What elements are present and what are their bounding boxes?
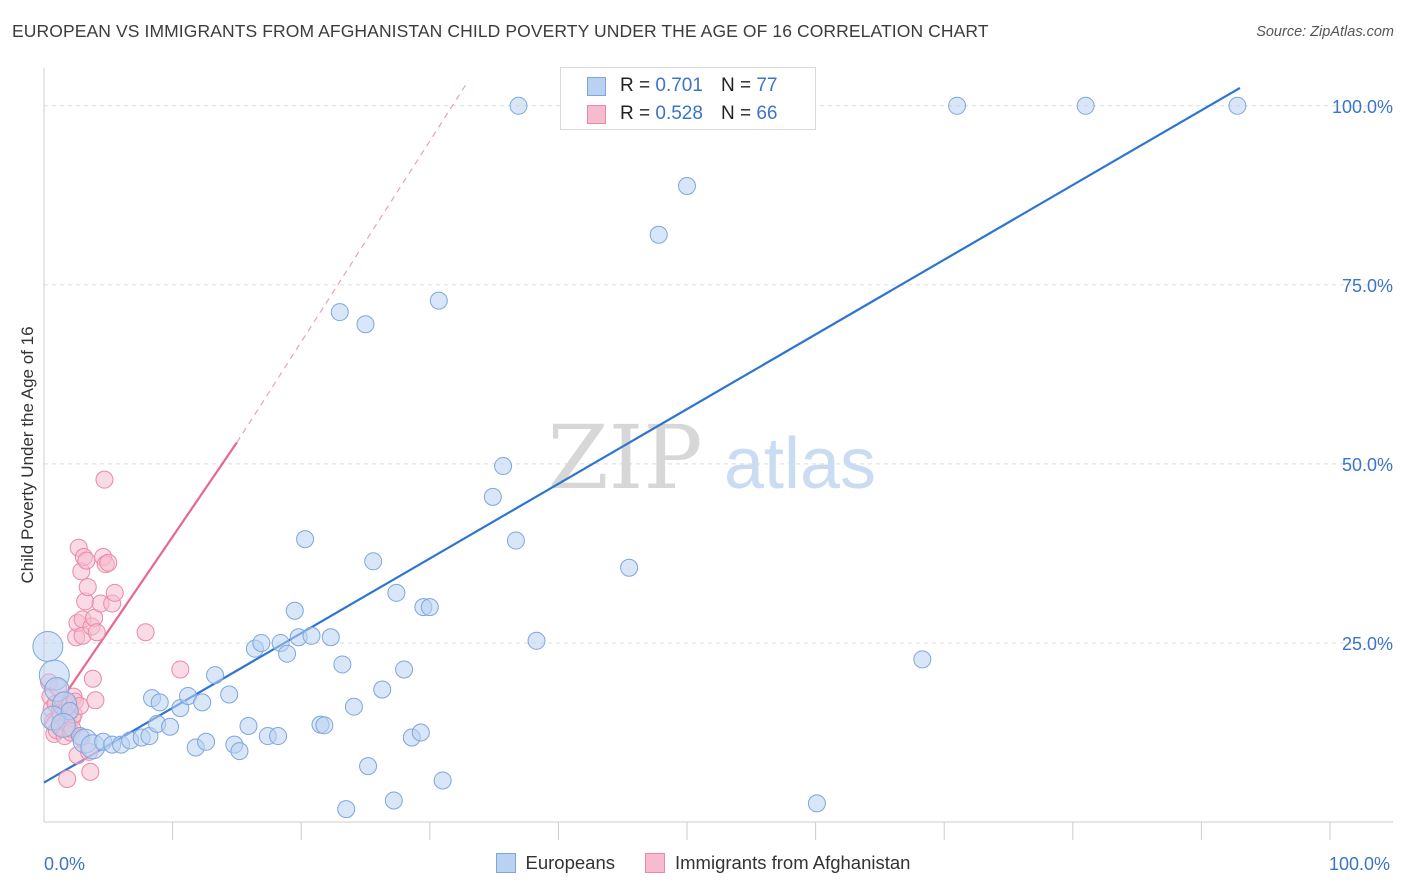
european-point [32, 631, 64, 663]
afghanistan-point [136, 623, 155, 642]
european-point [373, 680, 392, 699]
european-point [395, 660, 414, 679]
european-point [433, 771, 452, 790]
european-point [337, 800, 356, 819]
european-point [197, 732, 216, 751]
european-point [239, 717, 258, 736]
afghanistan-point [87, 623, 106, 642]
european-point [506, 531, 525, 550]
european-point [302, 626, 321, 645]
european-point [387, 583, 406, 602]
europeans-r-label: R = [620, 75, 651, 96]
chart-title: EUROPEAN VS IMMIGRANTS FROM AFGHANISTAN … [12, 21, 989, 41]
afghanistan-n-label: N = [720, 103, 752, 124]
european-point [321, 628, 340, 647]
source-label: Source: ZipAtlas.com [1256, 24, 1394, 40]
europeans-r-value: 0.701 [655, 75, 703, 96]
european-point [807, 794, 826, 813]
european-point [364, 552, 383, 571]
legend-row-afghanistan: R = 0.528 N = 66 [587, 101, 777, 127]
watermark-zip: ZIP [547, 406, 702, 509]
afghanistan-point [83, 669, 102, 688]
european-point [913, 650, 932, 669]
european-point [193, 693, 212, 712]
european-point [333, 655, 352, 674]
legend-item-afghanistan[interactable]: Immigrants from Afghanistan [645, 852, 910, 874]
x-tick-label: 100.0% [1329, 854, 1390, 874]
europeans-legend-swatch [495, 853, 516, 873]
afghanistan-n-value: 66 [756, 103, 778, 124]
european-point [330, 303, 349, 322]
x-tick-label: 0.0% [44, 854, 85, 874]
european-point [278, 644, 297, 663]
european-point [285, 601, 304, 620]
afghanistan-point [105, 583, 124, 602]
european-point [649, 225, 668, 244]
afghanistan-point [77, 551, 96, 570]
european-point [494, 457, 513, 476]
legend-item-europeans[interactable]: Europeans [495, 852, 615, 874]
y-tick-label: 75.0% [1342, 276, 1393, 296]
y-tick-label: 25.0% [1342, 634, 1393, 654]
y-tick-label: 100.0% [1332, 97, 1393, 117]
european-point [50, 712, 76, 738]
european-point [483, 487, 502, 506]
afghanistan-point [81, 762, 100, 781]
european-point [315, 716, 334, 735]
europeans-n-value: 77 [756, 75, 778, 96]
europeans-n-label: N = [720, 75, 752, 96]
european-points [32, 96, 1247, 819]
european-point [420, 598, 439, 617]
european-point [411, 723, 430, 742]
gridlines [44, 105, 1393, 644]
afghanistan-r-value: 0.528 [655, 103, 703, 124]
afghanistan-point [58, 770, 77, 789]
european-point [429, 291, 448, 310]
afghanistan-point [86, 691, 105, 710]
european-point [252, 633, 271, 652]
european-point [1228, 96, 1247, 115]
afghanistan-r-label: R = [620, 103, 651, 124]
watermark-atlas: atlas [724, 424, 876, 504]
afghanistan-point [78, 578, 97, 597]
europeans-legend-label: Europeans [525, 852, 615, 873]
europeans-trend-line [43, 86, 1241, 784]
afghanistan-point [99, 553, 118, 572]
trend-lines [43, 80, 1241, 784]
tick-labels: 25.0% 50.0% 75.0% 100.0% 0.0% 100.0% [44, 97, 1393, 874]
european-point [678, 177, 696, 196]
european-point [509, 96, 528, 115]
afghanistan-legend-swatch [645, 853, 665, 873]
series-legend: Europeans Immigrants from Afghanistan [0, 852, 1406, 874]
european-point [948, 96, 967, 115]
europeans-swatch [587, 76, 606, 96]
european-point [1076, 96, 1095, 115]
european-point [150, 693, 169, 712]
european-point [344, 697, 363, 716]
european-point [527, 631, 546, 650]
afghanistan-legend-label: Immigrants from Afghanistan [675, 852, 911, 873]
watermark: ZIP atlas [547, 406, 876, 509]
afghanistan-point [95, 470, 114, 489]
afghanistan-trend-line [43, 441, 238, 726]
european-point [220, 685, 239, 704]
afghanistan-point [171, 660, 190, 679]
european-point [620, 558, 639, 577]
european-point [384, 791, 403, 810]
european-point [206, 666, 225, 685]
european-point [296, 530, 315, 549]
legend-row-europeans: R = 0.701 N = 77 [587, 73, 777, 99]
european-point [230, 742, 249, 761]
afghanistan-swatch [587, 104, 606, 124]
european-point [161, 717, 180, 736]
european-point [356, 315, 375, 334]
european-point [359, 757, 378, 776]
correlation-legend: R = 0.701 N = 77 R = 0.528 N = 66 [560, 67, 816, 130]
y-tick-label: 50.0% [1342, 455, 1393, 475]
european-point [269, 727, 288, 746]
afghanistan-trend-extension [236, 80, 469, 443]
